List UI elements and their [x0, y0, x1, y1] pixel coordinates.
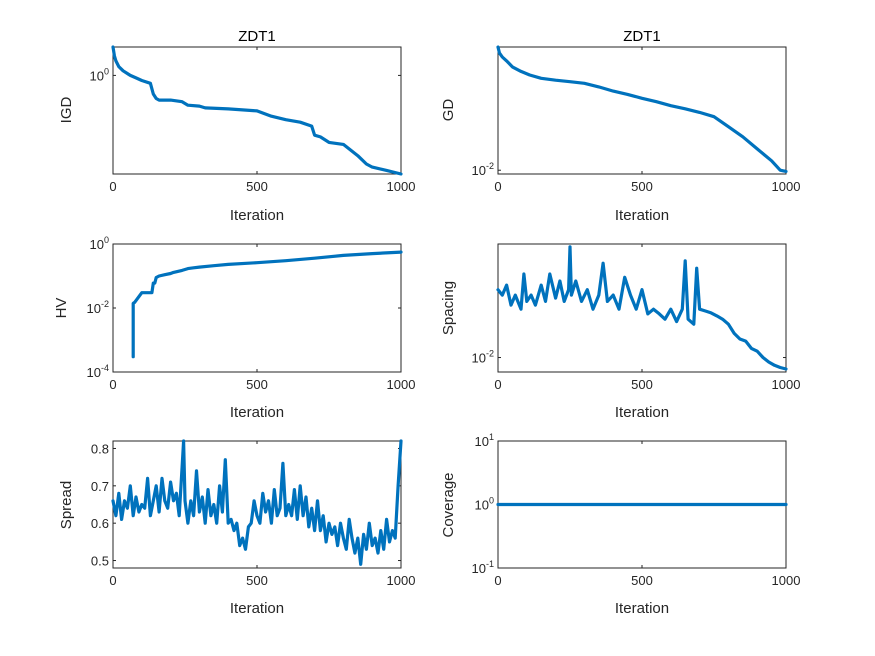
spacing-xtick-label: 1000: [772, 377, 801, 392]
panel-igd-title: ZDT1: [238, 28, 276, 45]
panel-gd: ZDT1 GD Iteration 0 500 1000 10-2: [440, 28, 800, 224]
panel-igd-xlabel: Iteration: [230, 207, 284, 224]
coverage-ytick-label: 101: [475, 432, 494, 449]
hv-ytick-label: 10-4: [87, 363, 109, 380]
panel-spacing-ylabel: Spacing: [440, 281, 457, 335]
spread-ytick-label: 0.5: [91, 554, 109, 569]
coverage-ytick-label: 100: [475, 496, 494, 513]
spacing-ytick-label: 10-2: [472, 349, 494, 366]
gd-series-line: [496, 45, 788, 173]
panel-spread: Spread Iteration 0 500 1000 0.5 0.6 0.7 0.8: [58, 439, 416, 617]
spread-xtick-label: 0: [109, 573, 116, 588]
panel-hv-ylabel: HV: [53, 298, 70, 319]
spread-ytick-label: 0.7: [91, 479, 109, 494]
panel-gd-title: ZDT1: [623, 28, 661, 45]
spread-ytick-label: 0.8: [91, 441, 109, 456]
coverage-xtick-label: 0: [494, 573, 501, 588]
spread-xtick-label: 500: [246, 573, 268, 588]
hv-ytick-label: 10-2: [87, 299, 109, 316]
gd-xtick-label: 1000: [772, 179, 801, 194]
coverage-xtick-label: 1000: [772, 573, 801, 588]
panel-gd-ylabel: GD: [440, 99, 457, 122]
hv-xtick-label: 0: [109, 377, 116, 392]
hv-ytick-label: 100: [90, 235, 109, 252]
spacing-xtick-label: 0: [494, 377, 501, 392]
panel-coverage-ylabel: Coverage: [440, 472, 457, 537]
panel-spread-ylabel: Spread: [58, 481, 75, 529]
spacing-xtick-label: 500: [631, 377, 653, 392]
panel-hv-xlabel: Iteration: [230, 404, 284, 421]
igd-xtick-label: 0: [109, 179, 116, 194]
igd-xtick-label: 500: [246, 179, 268, 194]
gd-xtick-label: 500: [631, 179, 653, 194]
spread-series-line: [111, 439, 403, 566]
hv-xtick-label: 500: [246, 377, 268, 392]
panel-igd-ylabel: IGD: [58, 97, 75, 124]
panel-spacing: Spacing Iteration 0 500 1000 10-2: [440, 243, 801, 421]
coverage-xtick-label: 500: [631, 573, 653, 588]
spacing-series-line: [496, 245, 788, 371]
panel-gd-xlabel: Iteration: [615, 207, 669, 224]
igd-series-line: [111, 45, 403, 176]
panel-spacing-xlabel: Iteration: [615, 404, 669, 421]
hv-series-line: [131, 250, 403, 359]
gd-ytick-label: 10-2: [472, 161, 494, 178]
panel-coverage: Coverage Iteration 0 500 1000 10-1 100 101: [440, 432, 800, 617]
panel-igd: ZDT1 IGD Iteration 0 500 1000 100: [58, 28, 415, 224]
panel-hv: HV Iteration 0 500 1000 10-4 10-2 100: [53, 235, 415, 421]
igd-ytick-label: 100: [90, 66, 109, 83]
coverage-ytick-label: 10-1: [472, 559, 494, 576]
panel-coverage-xlabel: Iteration: [615, 600, 669, 617]
spread-xtick-label: 1000: [387, 573, 416, 588]
hv-xtick-label: 1000: [387, 377, 416, 392]
spread-ytick-label: 0.6: [91, 516, 109, 531]
panel-spread-xlabel: Iteration: [230, 600, 284, 617]
igd-xtick-label: 1000: [387, 179, 416, 194]
gd-xtick-label: 0: [494, 179, 501, 194]
